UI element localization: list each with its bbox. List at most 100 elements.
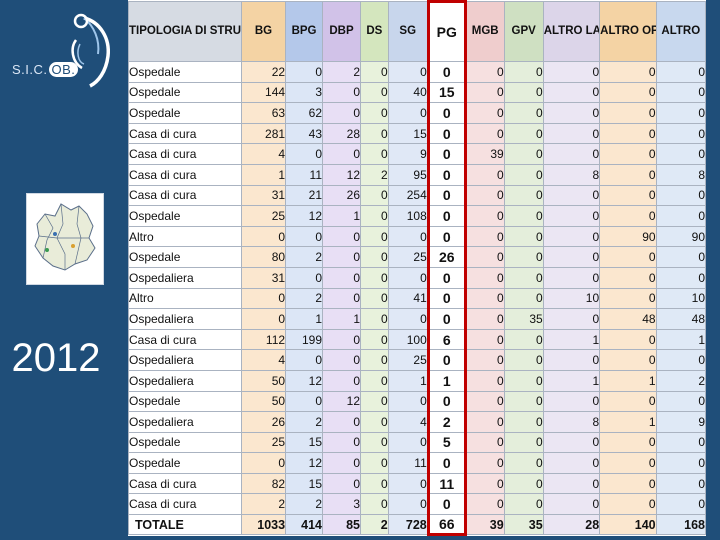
value-cell-sg: 0 [387,390,429,413]
value-cell-ao: 0 [599,102,657,124]
structure-type-cell: Ospedale [128,102,242,124]
value-cell-ao: 0 [599,431,657,454]
value-cell-ao: 0 [599,163,657,186]
value-cell-mgb: 0 [464,328,505,351]
total-cell-mgb: 39 [464,514,505,536]
value-cell-alt: 0 [655,61,707,83]
value-cell-al: 0 [542,184,601,207]
value-cell-dbp: 0 [322,225,361,248]
value-cell-pg: 15 [426,81,467,104]
value-cell-al: 0 [542,102,601,124]
value-cell-alt: 0 [655,266,707,289]
value-cell-ao: 0 [599,328,657,351]
value-cell-mgb: 0 [464,102,505,124]
value-cell-pg: 6 [426,328,467,351]
value-cell-ao: 0 [599,184,657,207]
value-cell-gpv: 0 [503,452,544,474]
value-cell-bpg: 12 [285,205,324,227]
value-cell-bg: 112 [240,328,287,351]
value-cell-al: 0 [542,472,601,495]
value-cell-ao: 0 [599,205,657,227]
value-cell-ao: 0 [599,122,657,145]
value-cell-bg: 25 [240,431,287,454]
value-cell-ao: 0 [599,390,657,413]
table-row: Ospedale 0 12 0 0 11 0 0 0 0 0 0 [128,452,707,474]
value-cell-alt: 0 [655,472,707,495]
structure-type-cell: Ospedaliera [128,308,242,330]
value-cell-sg: 108 [387,205,429,227]
value-cell-mgb: 0 [464,81,505,104]
column-header-sg: SG [387,1,429,62]
value-cell-bg: 144 [240,81,287,104]
table-row: Ospedale 144 3 0 0 40 15 0 0 0 0 0 [128,81,707,104]
value-cell-gpv: 0 [503,369,544,392]
value-cell-ds: 0 [360,225,389,248]
value-cell-gpv: 0 [503,411,544,433]
value-cell-pg: 0 [426,390,467,413]
column-header-alt: ALTRO [655,1,707,62]
value-cell-sg: 0 [387,225,429,248]
sicob-logo: S.I.C. OB. [4,4,122,94]
value-cell-gpv: 0 [503,493,544,516]
value-cell-bg: 63 [240,102,287,124]
year-label: 2012 [11,336,101,380]
value-cell-sg: 25 [387,246,429,268]
value-cell-bg: 0 [240,287,287,310]
table-row: Casa di cura 1 11 12 2 95 0 0 0 8 0 8 [128,163,707,186]
value-cell-dbp: 0 [322,411,361,433]
value-cell-al: 0 [542,431,601,454]
structure-type-cell: Casa di cura [128,328,242,351]
table-row: Ospedale 22 0 2 0 0 0 0 0 0 0 0 [128,61,707,83]
value-cell-alt: 8 [655,163,707,186]
value-cell-bpg: 43 [285,122,324,145]
column-header-bg: BG [240,1,287,62]
value-cell-pg: 2 [426,411,467,433]
value-cell-ds: 0 [360,431,389,454]
value-cell-pg: 5 [426,431,467,454]
column-header-bpg: BPG [285,1,324,62]
value-cell-pg: 0 [426,184,467,207]
value-cell-bg: 31 [240,266,287,289]
value-cell-dbp: 0 [322,287,361,310]
value-cell-ao: 0 [599,61,657,83]
value-cell-mgb: 0 [464,246,505,268]
value-cell-ao: 1 [599,411,657,433]
structure-type-cell: Ospedaliera [128,369,242,392]
table-row: Ospedaliera 50 12 0 0 1 1 0 0 1 1 2 [128,369,707,392]
value-cell-ds: 0 [360,81,389,104]
value-cell-mgb: 0 [464,205,505,227]
value-cell-ao: 0 [599,143,657,165]
total-cell-bpg: 414 [285,514,324,536]
value-cell-bpg: 0 [285,61,324,83]
value-cell-bg: 22 [240,61,287,83]
value-cell-ds: 0 [360,287,389,310]
value-cell-bpg: 0 [285,225,324,248]
value-cell-ds: 0 [360,266,389,289]
value-cell-al: 0 [542,308,601,330]
value-cell-sg: 0 [387,102,429,124]
value-cell-mgb: 0 [464,122,505,145]
table-row: Casa di cura 31 21 26 0 254 0 0 0 0 0 0 [128,184,707,207]
value-cell-ds: 0 [360,472,389,495]
value-cell-ds: 0 [360,411,389,433]
value-cell-pg: 0 [426,102,467,124]
structure-type-cell: Casa di cura [128,493,242,516]
value-cell-sg: 1 [387,369,429,392]
table-row: Altro 0 2 0 0 41 0 0 0 10 0 10 [128,287,707,310]
value-cell-sg: 11 [387,452,429,474]
value-cell-alt: 10 [655,287,707,310]
value-cell-bpg: 0 [285,266,324,289]
value-cell-bg: 0 [240,308,287,330]
structure-type-cell: Ospedale [128,246,242,268]
value-cell-gpv: 0 [503,266,544,289]
structure-type-cell: Ospedale [128,390,242,413]
value-cell-mgb: 0 [464,390,505,413]
structure-type-cell: Casa di cura [128,122,242,145]
value-cell-ao: 0 [599,246,657,268]
structure-type-cell: Casa di cura [128,184,242,207]
total-cell-alt: 168 [655,514,707,536]
value-cell-bg: 26 [240,411,287,433]
value-cell-ds: 0 [360,452,389,474]
value-cell-mgb: 0 [464,452,505,474]
table-row: Casa di cura 2 2 3 0 0 0 0 0 0 0 0 [128,493,707,516]
